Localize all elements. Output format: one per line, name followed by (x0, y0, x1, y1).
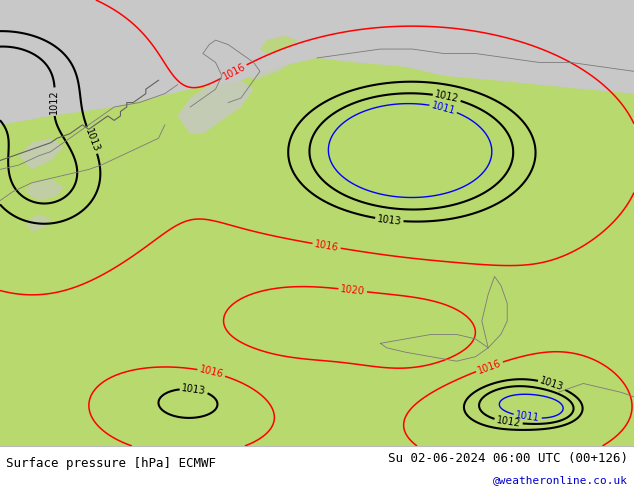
Text: 1012: 1012 (434, 90, 460, 105)
Polygon shape (241, 58, 292, 80)
Text: 1012: 1012 (49, 89, 60, 114)
Polygon shape (25, 178, 63, 201)
Polygon shape (0, 0, 634, 125)
Polygon shape (260, 36, 298, 53)
Polygon shape (25, 214, 51, 232)
Text: 1013: 1013 (181, 383, 207, 396)
Text: 1016: 1016 (476, 358, 503, 375)
Text: 1013: 1013 (377, 214, 402, 226)
Polygon shape (19, 138, 63, 170)
Text: 1012: 1012 (496, 415, 521, 429)
Text: 1020: 1020 (340, 284, 366, 296)
Text: Su 02-06-2024 06:00 UTC (00+126): Su 02-06-2024 06:00 UTC (00+126) (387, 452, 628, 465)
Text: Surface pressure [hPa] ECMWF: Surface pressure [hPa] ECMWF (6, 457, 216, 470)
Polygon shape (178, 76, 254, 134)
Text: 1016: 1016 (314, 239, 340, 253)
Text: 1011: 1011 (430, 100, 456, 116)
Text: @weatheronline.co.uk: @weatheronline.co.uk (493, 475, 628, 485)
Text: 1013: 1013 (538, 376, 565, 393)
Text: 1011: 1011 (515, 411, 540, 424)
Text: 1013: 1013 (83, 127, 101, 153)
Text: 1016: 1016 (198, 365, 224, 380)
Text: 1016: 1016 (221, 61, 247, 82)
Polygon shape (476, 49, 583, 67)
